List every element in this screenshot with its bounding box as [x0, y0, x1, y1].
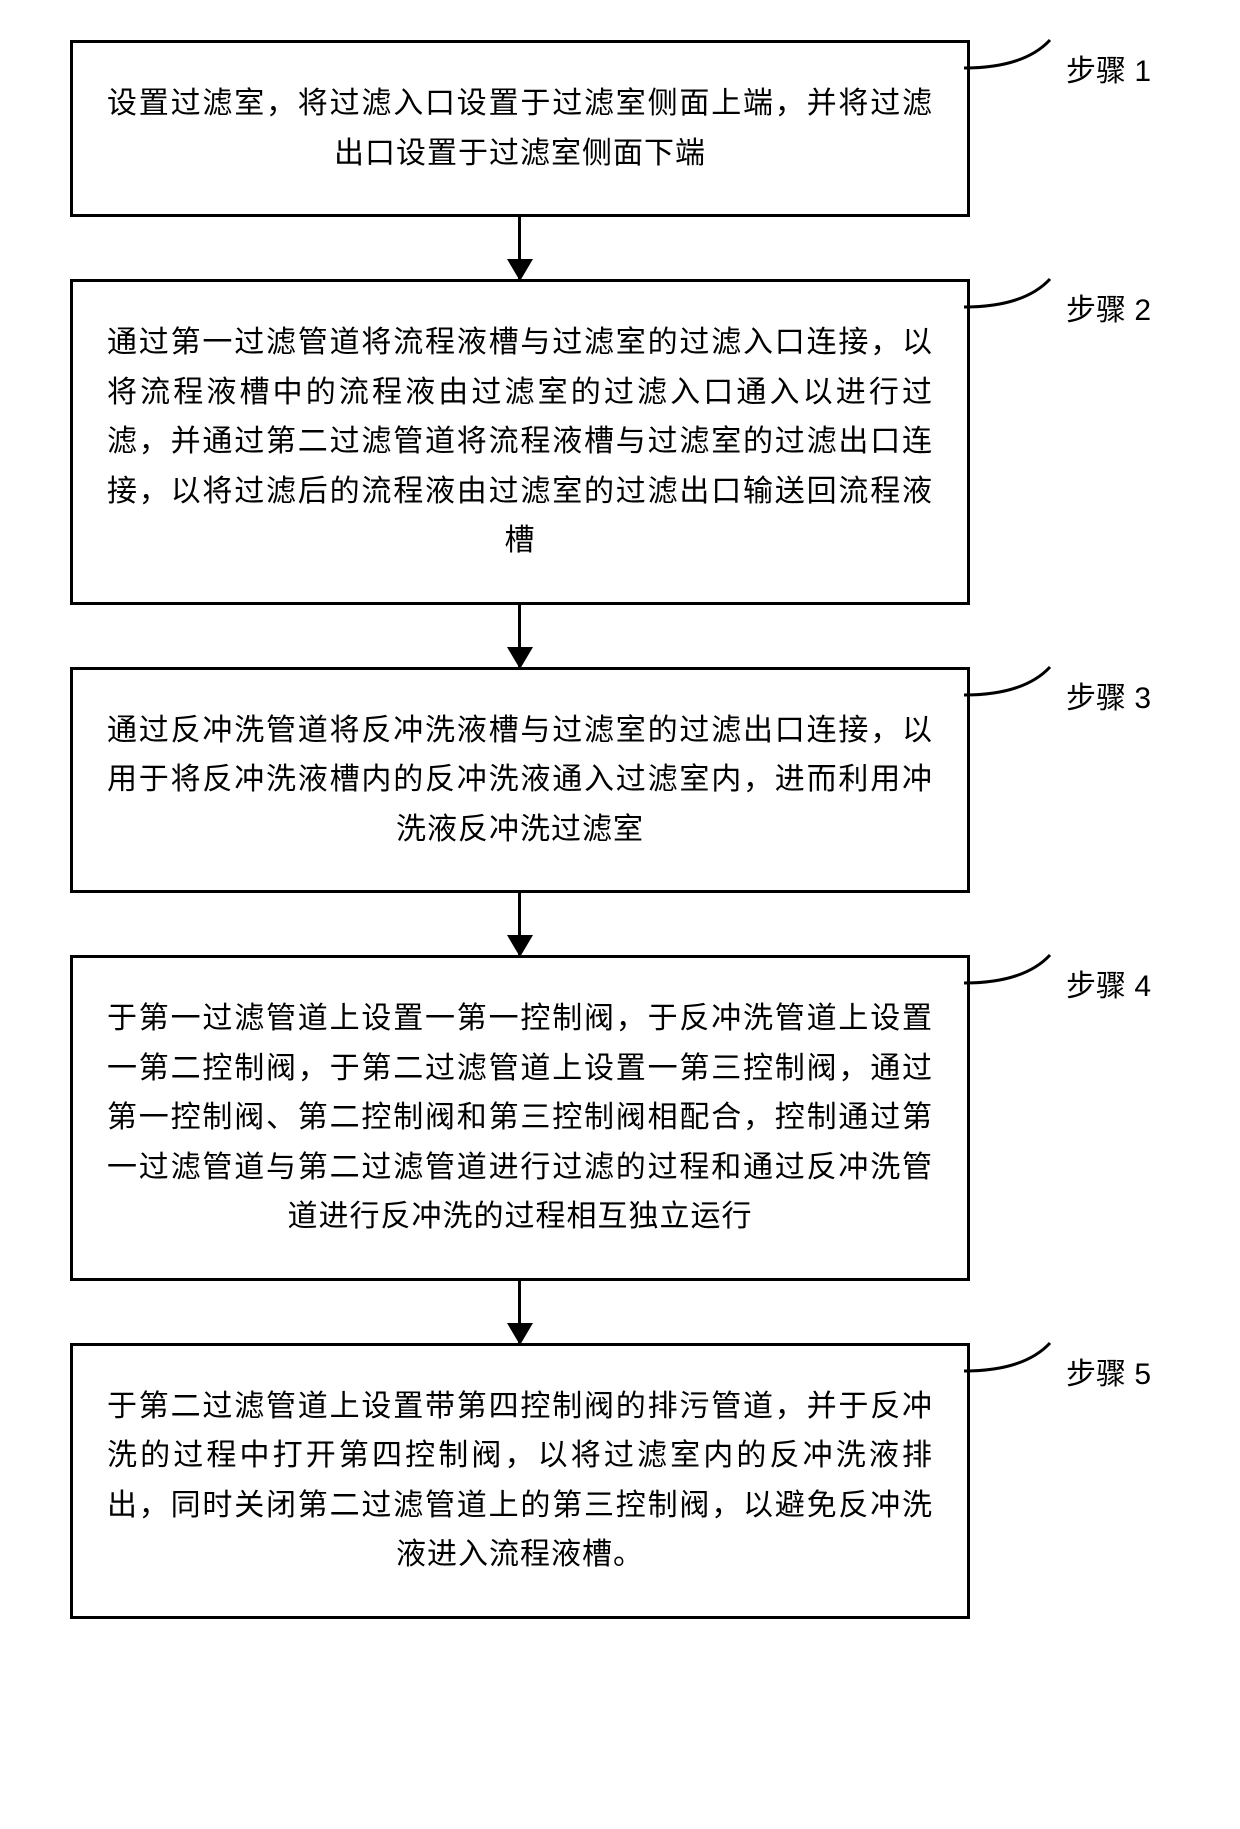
- flow-step-3: 通过反冲洗管道将反冲洗液槽与过滤室的过滤出口连接，以用于将反冲洗液槽内的反冲洗液…: [30, 667, 1210, 894]
- flow-step-4: 于第一过滤管道上设置一第一控制阀，于反冲洗管道上设置一第二控制阀，于第二过滤管道…: [30, 955, 1210, 1281]
- flow-arrow: [30, 1281, 1210, 1343]
- step-text: 于第二过滤管道上设置带第四控制阀的排污管道，并于反冲洗的过程中打开第四控制阀，以…: [107, 1382, 933, 1580]
- step-text: 设置过滤室，将过滤入口设置于过滤室侧面上端，并将过滤出口设置于过滤室侧面下端: [107, 79, 933, 178]
- flow-step-5: 于第二过滤管道上设置带第四控制阀的排污管道，并于反冲洗的过程中打开第四控制阀，以…: [30, 1343, 1210, 1619]
- flow-step-1: 设置过滤室，将过滤入口设置于过滤室侧面上端，并将过滤出口设置于过滤室侧面下端 步…: [30, 40, 1210, 217]
- step-label: 步骤 1: [1066, 46, 1151, 90]
- step-label: 步骤 2: [1066, 285, 1151, 329]
- step-label: 步骤 5: [1066, 1349, 1151, 1393]
- step-label: 步骤 3: [1066, 673, 1151, 717]
- step-box: 通过反冲洗管道将反冲洗液槽与过滤室的过滤出口连接，以用于将反冲洗液槽内的反冲洗液…: [70, 667, 970, 894]
- flow-step-2: 通过第一过滤管道将流程液槽与过滤室的过滤入口连接，以将流程液槽中的流程液由过滤室…: [30, 279, 1210, 605]
- step-box: 于第一过滤管道上设置一第一控制阀，于反冲洗管道上设置一第二控制阀，于第二过滤管道…: [70, 955, 970, 1281]
- flowchart: 设置过滤室，将过滤入口设置于过滤室侧面上端，并将过滤出口设置于过滤室侧面下端 步…: [30, 40, 1210, 1619]
- flow-arrow: [30, 605, 1210, 667]
- flow-arrow: [30, 217, 1210, 279]
- step-label: 步骤 4: [1066, 961, 1151, 1005]
- flow-arrow: [30, 893, 1210, 955]
- step-box: 于第二过滤管道上设置带第四控制阀的排污管道，并于反冲洗的过程中打开第四控制阀，以…: [70, 1343, 970, 1619]
- step-box: 通过第一过滤管道将流程液槽与过滤室的过滤入口连接，以将流程液槽中的流程液由过滤室…: [70, 279, 970, 605]
- step-text: 通过反冲洗管道将反冲洗液槽与过滤室的过滤出口连接，以用于将反冲洗液槽内的反冲洗液…: [107, 706, 933, 855]
- step-text: 于第一过滤管道上设置一第一控制阀，于反冲洗管道上设置一第二控制阀，于第二过滤管道…: [107, 994, 933, 1242]
- step-text: 通过第一过滤管道将流程液槽与过滤室的过滤入口连接，以将流程液槽中的流程液由过滤室…: [107, 318, 933, 566]
- step-box: 设置过滤室，将过滤入口设置于过滤室侧面上端，并将过滤出口设置于过滤室侧面下端: [70, 40, 970, 217]
